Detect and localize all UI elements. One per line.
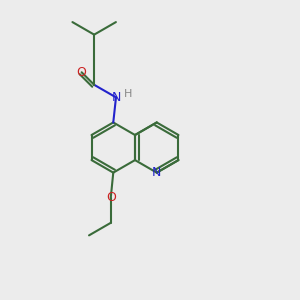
Text: O: O xyxy=(77,66,87,79)
Text: O: O xyxy=(106,191,116,204)
Text: H: H xyxy=(124,88,133,99)
Text: N: N xyxy=(111,91,121,104)
Text: N: N xyxy=(152,166,161,179)
